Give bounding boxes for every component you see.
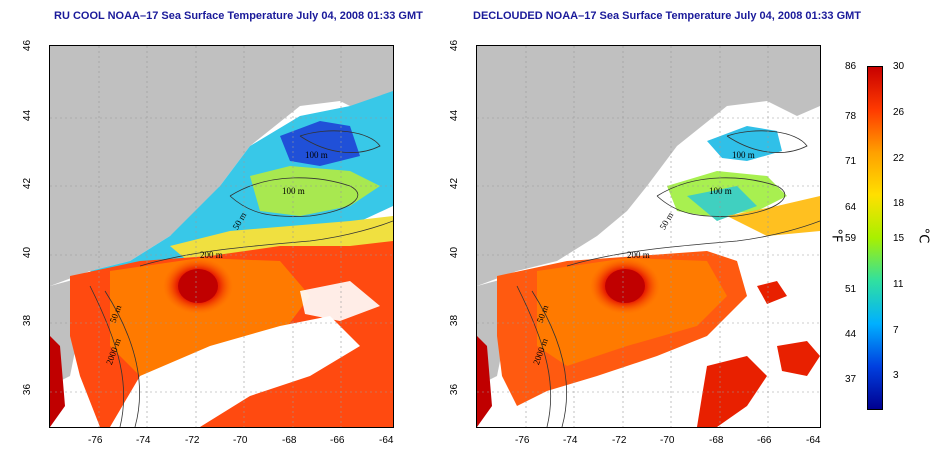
left-ytick-44: 44 — [22, 109, 34, 122]
right-land — [477, 46, 820, 286]
cb-c-18: 18 — [893, 198, 905, 209]
cb-c-22: 22 — [893, 153, 905, 164]
right-xtick-76: -76 — [515, 435, 530, 446]
left-panel-title: RU COOL NOAA–17 Sea Surface Temperature … — [54, 10, 423, 22]
cb-c-30: 30 — [893, 61, 905, 72]
cb-f-64: 64 — [845, 202, 857, 213]
left-xtick-74: -74 — [136, 435, 151, 446]
right-xtick-68: -68 — [709, 435, 724, 446]
right-ytick-44: 44 — [449, 109, 461, 122]
right-ytick-46: 46 — [449, 39, 461, 52]
left-contour-label-100m-b: 100 m — [282, 186, 305, 196]
cb-c-11: 11 — [893, 279, 904, 290]
cb-c-3: 3 — [893, 370, 899, 381]
cb-c-26: 26 — [893, 107, 905, 118]
cb-c-15: 15 — [893, 233, 905, 244]
left-ytick-40: 40 — [22, 246, 34, 259]
left-ytick-42: 42 — [22, 177, 34, 190]
right-xtick-66: -66 — [757, 435, 772, 446]
cb-f-86: 86 — [845, 61, 857, 72]
right-ytick-36: 36 — [449, 383, 461, 396]
left-map-graphic: 100 m 100 m 50 m 200 m 50 m 2000 m — [50, 46, 393, 427]
left-ytick-36: 36 — [22, 383, 34, 396]
left-sst-map[interactable]: 100 m 100 m 50 m 200 m 50 m 2000 m — [49, 45, 394, 428]
left-xtick-70: -70 — [233, 435, 248, 446]
left-land — [50, 46, 393, 286]
left-xtick-68: -68 — [282, 435, 297, 446]
cb-f-44: 44 — [845, 329, 857, 340]
cb-c-7: 7 — [893, 325, 899, 336]
left-ytick-38: 38 — [22, 314, 34, 327]
right-ytick-40: 40 — [449, 246, 461, 259]
right-xtick-74: -74 — [563, 435, 578, 446]
right-panel-title: DECLOUDED NOAA–17 Sea Surface Temperatur… — [473, 10, 862, 22]
right-xtick-64: -64 — [806, 435, 821, 446]
left-contour-label-100m-a: 100 m — [305, 150, 328, 160]
left-xtick-66: -66 — [330, 435, 345, 446]
cb-f-37: 37 — [845, 374, 857, 385]
right-contour-label-100m-a: 100 m — [732, 150, 755, 160]
right-ytick-38: 38 — [449, 314, 461, 327]
cb-f-71: 71 — [845, 156, 857, 167]
right-xtick-70: -70 — [660, 435, 675, 446]
left-ytick-46: 46 — [22, 39, 34, 52]
right-sst-map[interactable]: 100 m 100 m 50 m 200 m 50 m 2000 m — [476, 45, 821, 428]
right-xtick-72: -72 — [612, 435, 627, 446]
cb-f-78: 78 — [845, 111, 857, 122]
left-xtick-72: -72 — [185, 435, 200, 446]
colorbar — [867, 66, 883, 410]
left-xtick-64: -64 — [379, 435, 394, 446]
cb-f-unit: °F — [828, 228, 844, 243]
left-xtick-76: -76 — [88, 435, 103, 446]
cb-f-59: 59 — [845, 233, 857, 244]
right-ytick-42: 42 — [449, 177, 461, 190]
right-contour-label-100m-b: 100 m — [709, 186, 732, 196]
cb-f-51: 51 — [845, 284, 857, 295]
right-map-graphic: 100 m 100 m 50 m 200 m 50 m 2000 m — [477, 46, 820, 427]
cb-c-unit: °C — [915, 227, 931, 244]
